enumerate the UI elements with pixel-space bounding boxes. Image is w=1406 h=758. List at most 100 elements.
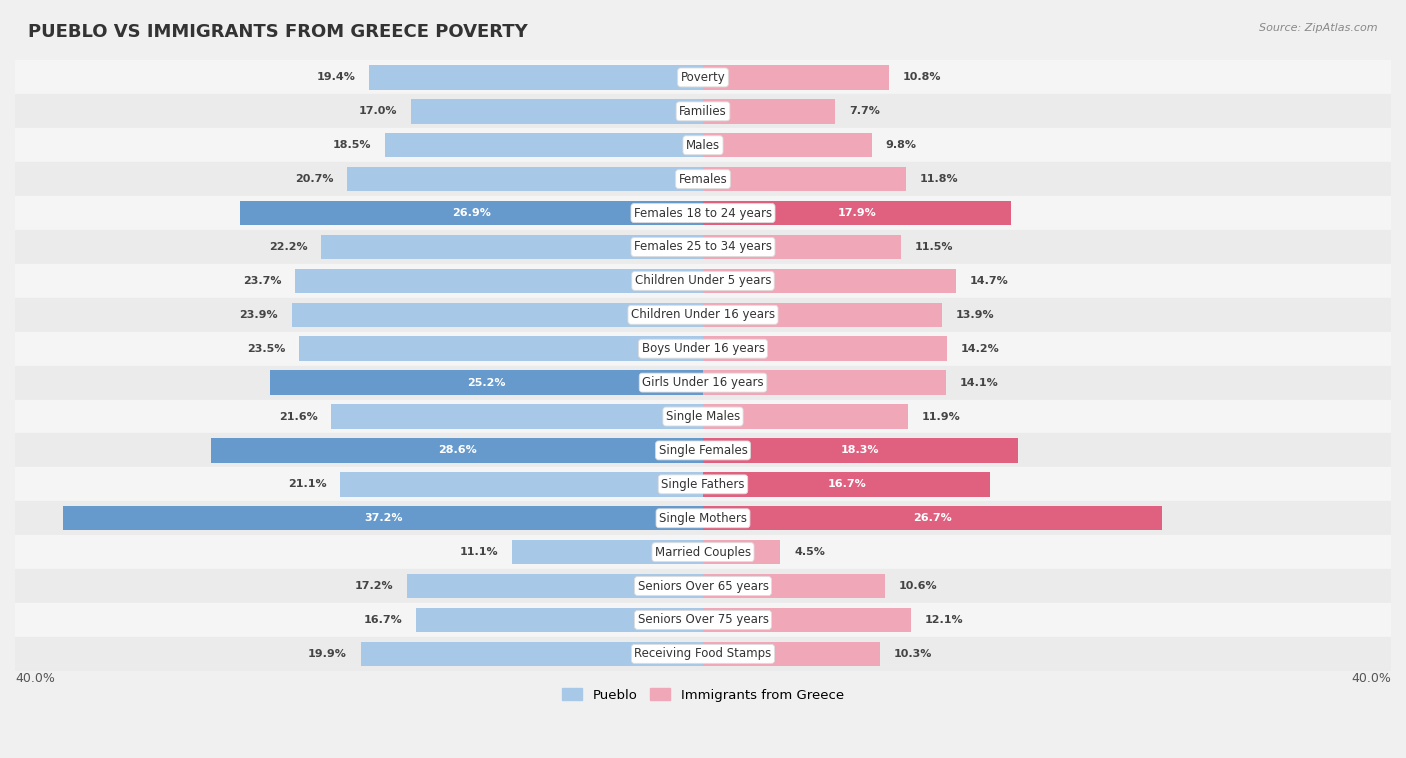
Text: 17.9%: 17.9%	[838, 208, 876, 218]
Text: Females 25 to 34 years: Females 25 to 34 years	[634, 240, 772, 253]
Text: 9.8%: 9.8%	[886, 140, 917, 150]
Text: 4.5%: 4.5%	[794, 547, 825, 557]
Text: Single Mothers: Single Mothers	[659, 512, 747, 525]
Bar	[703, 302, 942, 327]
Bar	[15, 196, 1391, 230]
Text: 40.0%: 40.0%	[15, 672, 55, 684]
Bar	[340, 472, 703, 496]
Bar	[240, 201, 703, 225]
Bar	[295, 268, 703, 293]
Text: Single Fathers: Single Fathers	[661, 478, 745, 491]
Text: 10.3%: 10.3%	[894, 649, 932, 659]
Text: 13.9%: 13.9%	[956, 310, 994, 320]
Text: 23.9%: 23.9%	[239, 310, 278, 320]
Bar	[15, 162, 1391, 196]
Text: 14.2%: 14.2%	[960, 343, 1000, 354]
Text: Seniors Over 75 years: Seniors Over 75 years	[637, 613, 769, 626]
Text: 12.1%: 12.1%	[925, 615, 963, 625]
Text: Males: Males	[686, 139, 720, 152]
Text: 18.5%: 18.5%	[333, 140, 371, 150]
Text: 7.7%: 7.7%	[849, 106, 880, 116]
Text: 11.5%: 11.5%	[914, 242, 953, 252]
Bar	[15, 95, 1391, 128]
Text: Females: Females	[679, 173, 727, 186]
Bar	[15, 468, 1391, 501]
Text: Single Females: Single Females	[658, 444, 748, 457]
Text: 11.1%: 11.1%	[460, 547, 498, 557]
Bar	[703, 608, 911, 632]
Text: 23.5%: 23.5%	[246, 343, 285, 354]
Text: 21.6%: 21.6%	[278, 412, 318, 421]
Text: Girls Under 16 years: Girls Under 16 years	[643, 376, 763, 389]
Bar	[408, 574, 703, 598]
Bar	[15, 603, 1391, 637]
Text: 23.7%: 23.7%	[243, 276, 281, 286]
Bar	[361, 642, 703, 666]
Text: 40.0%: 40.0%	[1351, 672, 1391, 684]
Text: Children Under 16 years: Children Under 16 years	[631, 309, 775, 321]
Text: 11.9%: 11.9%	[921, 412, 960, 421]
Bar	[15, 365, 1391, 399]
Text: 10.8%: 10.8%	[903, 73, 941, 83]
Bar	[703, 99, 835, 124]
Text: Single Males: Single Males	[666, 410, 740, 423]
Text: Source: ZipAtlas.com: Source: ZipAtlas.com	[1260, 23, 1378, 33]
Text: PUEBLO VS IMMIGRANTS FROM GREECE POVERTY: PUEBLO VS IMMIGRANTS FROM GREECE POVERTY	[28, 23, 527, 41]
Bar	[703, 371, 945, 395]
Text: 19.4%: 19.4%	[316, 73, 356, 83]
Text: Poverty: Poverty	[681, 71, 725, 84]
Text: 16.7%: 16.7%	[363, 615, 402, 625]
Bar	[63, 506, 703, 531]
Text: Boys Under 16 years: Boys Under 16 years	[641, 342, 765, 356]
Text: Seniors Over 65 years: Seniors Over 65 years	[637, 580, 769, 593]
Text: 17.0%: 17.0%	[359, 106, 396, 116]
Bar	[211, 438, 703, 462]
Legend: Pueblo, Immigrants from Greece: Pueblo, Immigrants from Greece	[557, 683, 849, 707]
Text: 17.2%: 17.2%	[354, 581, 394, 591]
Text: 11.8%: 11.8%	[920, 174, 959, 184]
Text: 10.6%: 10.6%	[898, 581, 938, 591]
Bar	[703, 540, 780, 565]
Text: Children Under 5 years: Children Under 5 years	[634, 274, 772, 287]
Bar	[703, 404, 908, 429]
Text: 26.7%: 26.7%	[914, 513, 952, 523]
Text: Females 18 to 24 years: Females 18 to 24 years	[634, 207, 772, 220]
Bar	[347, 167, 703, 191]
Text: 22.2%: 22.2%	[269, 242, 308, 252]
Text: 19.9%: 19.9%	[308, 649, 347, 659]
Text: 28.6%: 28.6%	[437, 446, 477, 456]
Bar	[332, 404, 703, 429]
Bar	[385, 133, 703, 158]
Bar	[270, 371, 703, 395]
Bar	[703, 472, 990, 496]
Bar	[15, 230, 1391, 264]
Text: Receiving Food Stamps: Receiving Food Stamps	[634, 647, 772, 660]
Bar	[703, 337, 948, 361]
Bar	[15, 128, 1391, 162]
Text: 21.1%: 21.1%	[288, 479, 326, 490]
Bar	[703, 438, 1018, 462]
Text: 26.9%: 26.9%	[453, 208, 491, 218]
Bar	[703, 133, 872, 158]
Bar	[703, 167, 905, 191]
Bar	[411, 99, 703, 124]
Text: 18.3%: 18.3%	[841, 446, 880, 456]
Bar	[15, 434, 1391, 468]
Bar	[15, 535, 1391, 569]
Bar	[15, 399, 1391, 434]
Text: 25.2%: 25.2%	[467, 377, 506, 387]
Bar	[703, 642, 880, 666]
Bar	[15, 332, 1391, 365]
Bar	[703, 268, 956, 293]
Bar	[321, 235, 703, 259]
Text: 14.7%: 14.7%	[970, 276, 1008, 286]
Bar	[416, 608, 703, 632]
Text: Families: Families	[679, 105, 727, 117]
Bar	[703, 201, 1011, 225]
Bar	[512, 540, 703, 565]
Text: 20.7%: 20.7%	[295, 174, 333, 184]
Bar	[703, 235, 901, 259]
Text: 14.1%: 14.1%	[959, 377, 998, 387]
Bar	[292, 302, 703, 327]
Bar	[15, 298, 1391, 332]
